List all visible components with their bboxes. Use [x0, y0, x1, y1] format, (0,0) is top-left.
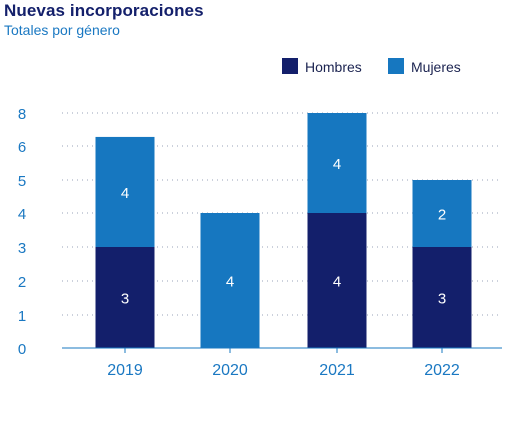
bar-mujeres-2021 — [307, 113, 367, 213]
legend: Hombres Mujeres — [282, 58, 461, 75]
data-label-hombres-2019: 3 — [121, 291, 129, 308]
bar-hombres-2019 — [95, 247, 155, 348]
bar-hombres-2021 — [307, 213, 367, 348]
legend-swatch-hombres — [282, 58, 298, 74]
x-tick-label-2019: 2019 — [107, 362, 143, 379]
y-tick-label: 6 — [18, 139, 26, 156]
legend-label-hombres: Hombres — [305, 59, 362, 75]
y-tick-label: 4 — [18, 206, 26, 223]
bars — [95, 113, 472, 348]
grid-lines — [62, 112, 502, 316]
y-tick-label: 8 — [18, 106, 26, 123]
data-label-hombres-2022: 3 — [438, 291, 446, 308]
x-tick-label-2022: 2022 — [424, 362, 460, 379]
x-tick-label-2021: 2021 — [319, 362, 355, 379]
y-tick-label: 2 — [18, 274, 26, 291]
y-tick-label: 0 — [18, 341, 26, 358]
data-label-hombres-2021: 4 — [333, 274, 341, 291]
chart-subtitle: Totales por género — [4, 22, 120, 38]
bar-mujeres-2022 — [412, 180, 472, 247]
y-tick-label: 1 — [18, 308, 26, 325]
axes: 0 1 2 3 4 5 6 8 2019 2020 2021 2022 — [18, 106, 502, 379]
legend-label-mujeres: Mujeres — [411, 59, 461, 75]
bar-mujeres-2019 — [95, 136, 155, 247]
data-label-mujeres-2021: 4 — [333, 156, 341, 173]
y-tick-label: 3 — [18, 240, 26, 257]
data-label-mujeres-2020: 4 — [226, 274, 234, 291]
data-label-mujeres-2019: 4 — [121, 185, 129, 202]
bar-mujeres-2020 — [200, 213, 260, 348]
chart-title: Nuevas incorporaciones — [4, 1, 204, 20]
legend-swatch-mujeres — [388, 58, 404, 74]
bar-hombres-2022 — [412, 247, 472, 348]
y-tick-label: 5 — [18, 173, 26, 190]
bar-labels: 3 4 4 4 4 3 2 — [121, 156, 446, 308]
x-tick-label-2020: 2020 — [212, 362, 248, 379]
data-label-mujeres-2022: 2 — [438, 207, 446, 224]
